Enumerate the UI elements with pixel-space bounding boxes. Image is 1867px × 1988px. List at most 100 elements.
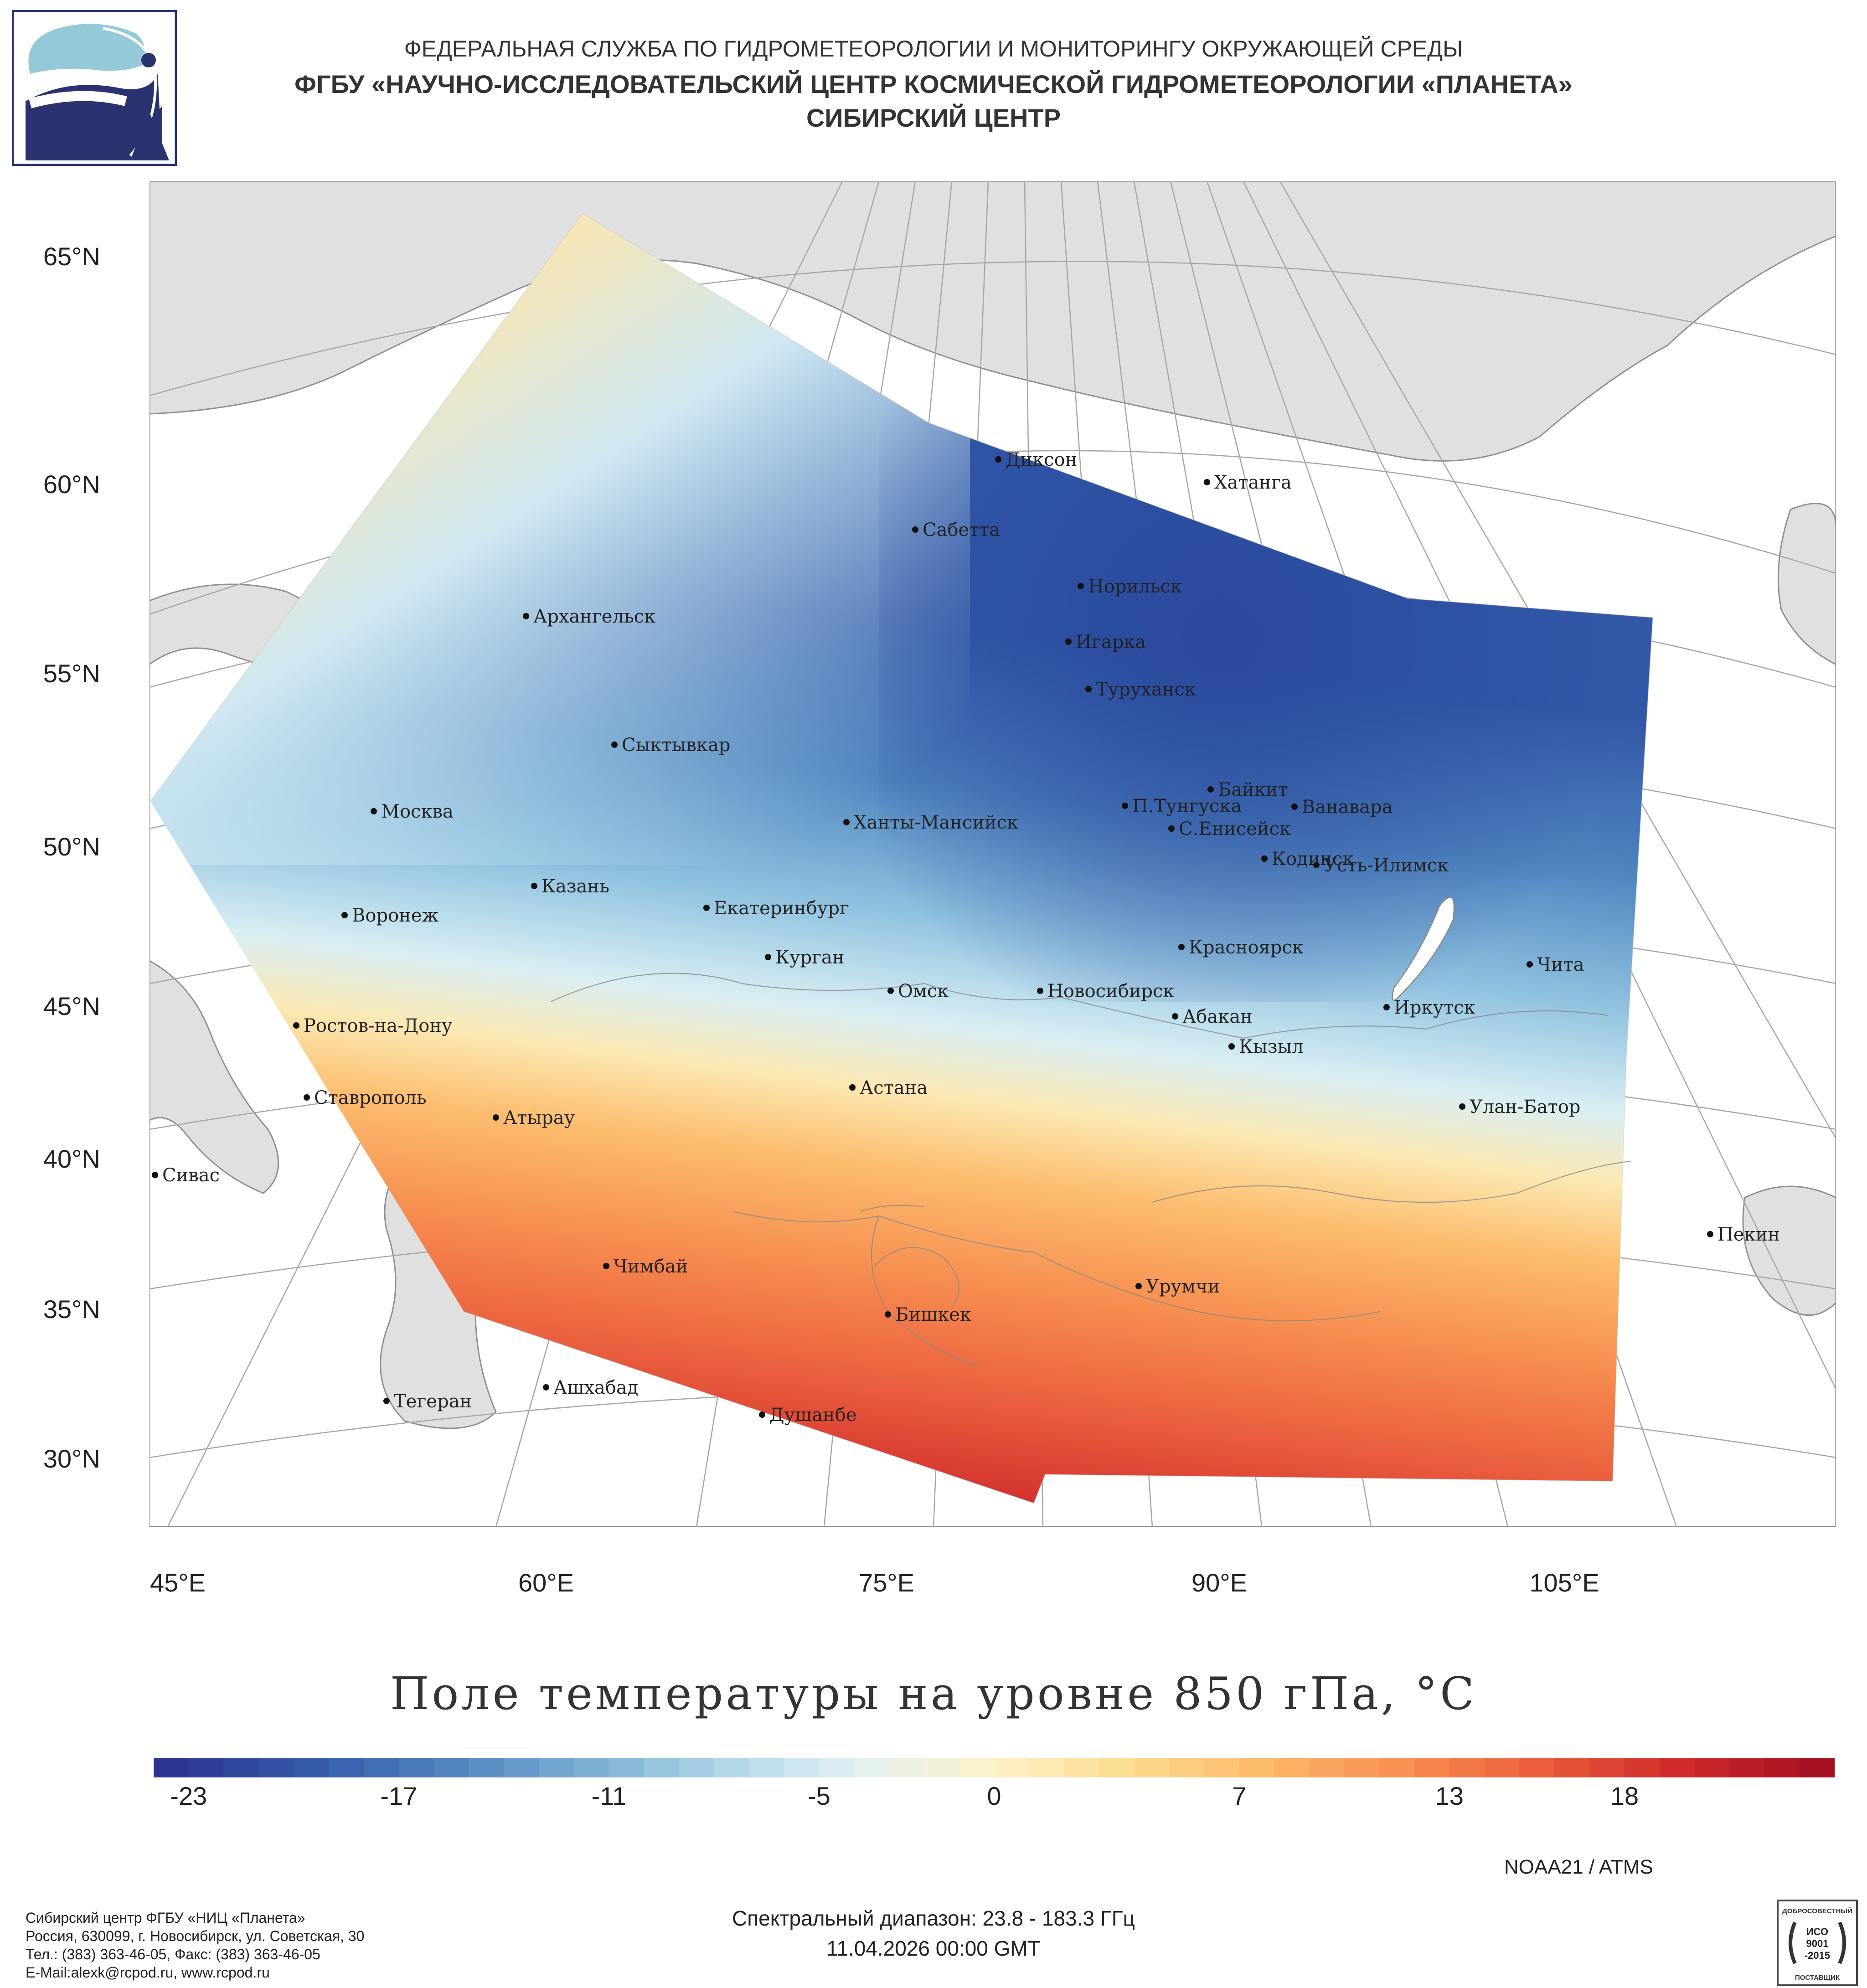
city-marker: Ростов-на-Дону [293,1015,453,1036]
planeta-logo [12,10,177,166]
colorbar-swatch [1519,1758,1555,1777]
city-label: Улан-Батор [1470,1097,1580,1118]
colorbar-tick-label: -5 [807,1782,830,1810]
footer-address: Россия, 630099, г. Новосибирск, ул. Сове… [26,1928,365,1944]
colorbar-tick-label: 13 [1435,1782,1464,1810]
colorbar-tick-label: -11 [591,1782,627,1810]
colorbar-swatch [1554,1758,1590,1777]
city-marker: Урумчи [1135,1276,1220,1297]
city-label: Ханты-Мансийск [854,812,1018,833]
city-label: Бишкек [895,1304,971,1325]
colorbar-tick-label: -17 [380,1782,418,1810]
city-label: Архангельск [533,606,655,627]
iso-year: -2015 [1805,1950,1830,1961]
colorbar-swatch [469,1758,505,1777]
city-marker: Туруханск [1085,679,1196,700]
city-marker: С.Енисейск [1168,819,1291,839]
lat-label: 35°N [43,1295,100,1324]
colorbar-swatch [1484,1758,1520,1777]
city-marker: Новосибирск [1037,981,1174,1002]
footer-org: Сибирский центр ФГБУ «НИЦ «Планета» [26,1910,305,1926]
city-dot [341,912,348,918]
city-dot [765,954,771,960]
city-dot [1168,825,1175,832]
city-label: Курган [775,947,845,968]
city-label: Туруханск [1096,679,1196,700]
city-label: Атырау [503,1107,575,1128]
city-layer: Диксон Хатанга Сабетта Норильск Архангельск И… [152,449,1780,1426]
city-marker: Чита [1527,954,1584,975]
city-label: Екатеринбург [714,898,849,919]
city-dot [611,742,618,748]
city-dot [304,1094,310,1101]
city-dot [152,1172,158,1178]
header-agency: ФЕДЕРАЛЬНАЯ СЛУЖБА ПО ГИДРОМЕТЕОРОЛОГИИ … [404,36,1463,62]
colorbar-tick-label: -23 [170,1782,207,1810]
lat-label: 45°N [43,992,100,1020]
city-label: С.Енисейск [1179,819,1291,839]
city-marker: Екатеринбург [703,898,849,919]
lon-label: 75°E [858,1568,915,1597]
city-marker: Усть-Илимск [1313,855,1449,876]
city-marker: Иркутск [1383,997,1475,1018]
city-label: Чита [1537,954,1584,975]
city-dot [1459,1103,1465,1110]
spectral-range: Спектральный диапазон: 23.8 - 183.3 ГГц [732,1906,1135,1930]
lon-label: 45°E [150,1568,206,1597]
city-dot [1085,686,1092,692]
colorbar-swatch [819,1758,855,1777]
city-marker: Сыктывкар [611,735,730,756]
city-label: Урумчи [1146,1276,1220,1297]
colorbar-swatch [398,1758,434,1777]
city-marker: Казань [531,876,609,897]
colorbar-swatch [1764,1758,1800,1777]
city-marker: Астана [849,1077,928,1098]
city-dot [912,526,918,533]
colorbar-swatch [433,1758,469,1777]
city-marker: Атырау [493,1107,575,1128]
city-dot [1707,1231,1713,1237]
city-label: Тегеран [394,1391,472,1412]
city-dot [1204,479,1210,485]
colorbar-tick-label: 18 [1610,1782,1639,1810]
colorbar-swatch [1064,1758,1100,1777]
colorbar-swatch [1204,1758,1240,1777]
iso-number: 9001 [1806,1938,1829,1949]
colorbar-swatch [609,1758,645,1777]
colorbar-swatch [188,1758,224,1777]
city-label: Иркутск [1394,997,1475,1018]
colorbar-swatch [1659,1758,1695,1777]
city-marker: Хатанга [1204,472,1292,493]
city-marker: Ванавара [1291,797,1393,818]
colorbar-swatch [154,1758,189,1777]
city-marker: Улан-Батор [1459,1097,1580,1118]
iso-arc-text: ДОБРОСОВЕСТНЫЙ [1782,1907,1852,1915]
city-label: Игарка [1076,632,1146,653]
city-label: Норильск [1088,576,1182,597]
city-marker: Душанбе [759,1405,857,1426]
colorbar-swatch [1800,1758,1835,1777]
city-dot [1207,786,1214,793]
colorbar-swatch [784,1758,820,1777]
lat-label: 60°N [43,470,100,499]
city-dot [1135,1283,1142,1289]
colorbar-swatch [1029,1758,1065,1777]
city-label: Сыктывкар [622,735,730,756]
city-dot [1228,1043,1235,1050]
city-label: Хатанга [1214,472,1292,493]
city-dot [1261,855,1268,862]
city-dot [887,988,894,994]
city-dot [1178,944,1185,950]
city-label: Сивас [162,1165,220,1186]
lat-label: 30°N [43,1444,100,1473]
city-marker: Сабетта [912,520,1000,541]
country-borders [550,973,1631,1367]
footer-phone: Тел.: (383) 363-46-05, Факс: (383) 363-4… [26,1946,320,1962]
city-dot [1383,1004,1390,1010]
city-label: Ставрополь [314,1087,427,1108]
city-label: Омск [898,981,949,1002]
city-dot [603,1263,609,1269]
city-dot [1527,961,1533,968]
city-marker: Диксон [995,449,1077,470]
colorbar-tick-label: 7 [1232,1782,1247,1810]
